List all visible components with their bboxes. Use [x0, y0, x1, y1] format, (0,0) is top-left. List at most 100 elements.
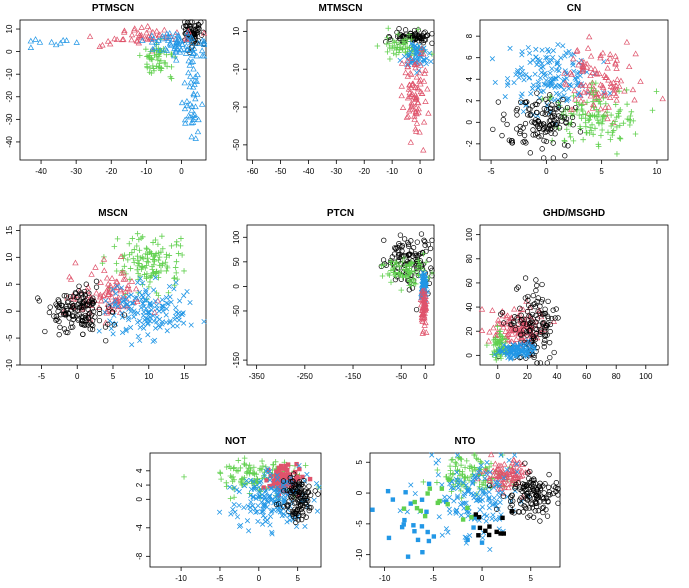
- data-point: [563, 50, 569, 56]
- data-point: [135, 263, 141, 269]
- data-point: [370, 507, 375, 512]
- data-point: [570, 62, 576, 68]
- data-point: [102, 309, 108, 315]
- data-point: [500, 493, 507, 499]
- data-point: [80, 331, 86, 337]
- data-point: [524, 332, 530, 338]
- data-point: [532, 325, 538, 332]
- data-point: [538, 133, 544, 139]
- data-point: [492, 479, 498, 485]
- data-point: [422, 239, 428, 245]
- data-point: [400, 32, 406, 39]
- data-point: [125, 257, 131, 263]
- x-tick-label: -30: [331, 167, 343, 176]
- data-point: [473, 512, 479, 517]
- data-point: [398, 60, 406, 66]
- data-point: [461, 493, 467, 499]
- data-point: [498, 311, 504, 317]
- y-tick-label: 0: [5, 308, 14, 313]
- data-point: [156, 60, 163, 67]
- data-point: [268, 485, 274, 491]
- data-point: [294, 487, 300, 493]
- data-point: [286, 498, 292, 504]
- data-point: [516, 74, 522, 81]
- data-point: [388, 261, 395, 268]
- data-point: [79, 299, 85, 306]
- data-point: [111, 35, 118, 42]
- data-point: [480, 535, 486, 541]
- data-point: [467, 532, 473, 538]
- data-point: [192, 73, 199, 80]
- data-point: [118, 285, 125, 291]
- data-point: [592, 113, 598, 120]
- data-point: [229, 478, 236, 484]
- data-point: [132, 295, 138, 301]
- x-tick-label: 20: [523, 372, 532, 381]
- data-point: [548, 105, 554, 111]
- y-tick-label: 4: [135, 468, 144, 473]
- data-point: [286, 508, 292, 514]
- data-point: [150, 269, 157, 276]
- data-point: [627, 122, 633, 128]
- data-point: [404, 113, 412, 119]
- data-point: [427, 486, 433, 491]
- data-point: [146, 310, 152, 316]
- data-point: [543, 322, 550, 329]
- data-point: [496, 331, 503, 337]
- data-point: [507, 45, 513, 51]
- data-point: [159, 35, 167, 42]
- data-point: [504, 121, 510, 128]
- data-point: [135, 333, 141, 339]
- x-tick-label: -5: [430, 574, 438, 583]
- data-point: [394, 260, 400, 267]
- data-point: [269, 529, 275, 535]
- data-point: [451, 498, 457, 504]
- data-point: [287, 517, 293, 523]
- data-point: [399, 259, 406, 265]
- x-tick-label: -150: [345, 372, 362, 381]
- points: [478, 275, 561, 366]
- data-point: [248, 492, 254, 499]
- data-point: [244, 518, 251, 524]
- data-point: [88, 321, 95, 328]
- data-point: [108, 275, 116, 281]
- data-point: [237, 465, 244, 471]
- data-point: [172, 30, 179, 37]
- data-point: [412, 125, 419, 132]
- data-point: [624, 116, 631, 122]
- data-point: [131, 246, 138, 253]
- points: [378, 231, 435, 336]
- data-point: [143, 262, 150, 269]
- data-point: [509, 492, 515, 499]
- data-point: [108, 293, 116, 300]
- data-point: [58, 312, 64, 318]
- data-point: [494, 323, 501, 330]
- data-point: [181, 268, 187, 274]
- data-point: [549, 315, 555, 322]
- data-point: [529, 349, 535, 356]
- data-point: [510, 467, 518, 474]
- data-point: [450, 470, 456, 477]
- data-point: [184, 23, 190, 29]
- data-point: [612, 59, 619, 66]
- data-point: [234, 514, 241, 520]
- data-point: [297, 503, 304, 509]
- data-point: [504, 75, 511, 82]
- data-point: [501, 531, 506, 536]
- data-point: [288, 478, 294, 485]
- data-point: [494, 320, 502, 326]
- data-point: [272, 494, 279, 500]
- data-point: [405, 85, 413, 92]
- data-point: [293, 510, 299, 517]
- data-point: [520, 485, 526, 492]
- data-point: [599, 49, 607, 56]
- data-point: [416, 128, 423, 135]
- data-point: [558, 95, 564, 101]
- data-point: [147, 56, 153, 62]
- y-tick-label: 0: [232, 284, 241, 289]
- y-tick-label: 0: [135, 497, 144, 502]
- data-point: [275, 492, 281, 499]
- data-point: [92, 264, 99, 270]
- data-point: [577, 129, 584, 135]
- data-point: [542, 111, 548, 117]
